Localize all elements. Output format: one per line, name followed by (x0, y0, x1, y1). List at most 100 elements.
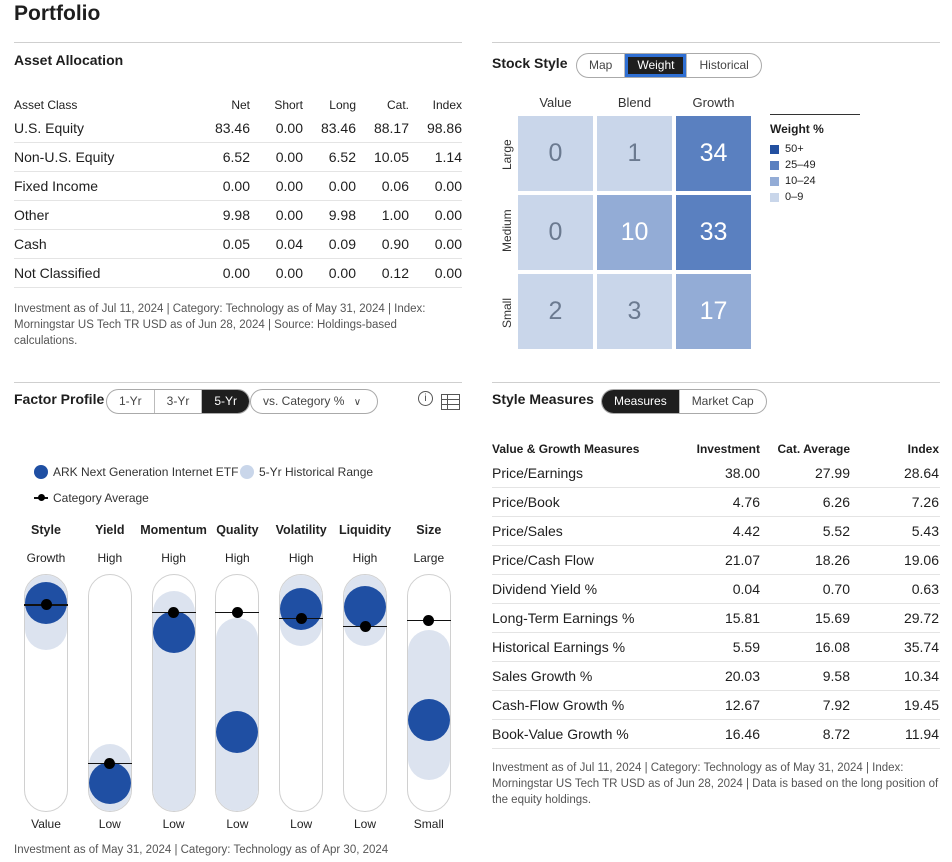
column-header: Asset Class (14, 98, 78, 112)
style-row-large: Large (500, 139, 514, 170)
legend-label: 0–9 (785, 191, 804, 203)
table-cell: 6.26 (822, 494, 850, 510)
legend-label: 10–24 (785, 175, 816, 187)
column-header: Index (432, 98, 462, 112)
category-average-marker (168, 607, 180, 619)
factor-momentum-bottom-label: Low (162, 817, 185, 831)
table-row: U.S. Equity 83.46 0.00 83.46 88.17 98.86 (14, 114, 462, 143)
factor-quality-bottom-label: Low (226, 817, 249, 831)
category-average-marker (104, 758, 116, 770)
table-cell: 0.00 (434, 265, 462, 281)
row-label: Price/Book (492, 494, 560, 510)
table-cell: 1.00 (381, 207, 409, 223)
table-cell: 4.76 (732, 494, 760, 510)
stock-style-toggle: Map Weight Historical (576, 53, 762, 78)
compare-dropdown-label: vs. Category % (263, 394, 345, 408)
table-cell: 4.42 (732, 523, 760, 539)
fund-legend-label: ARK Next Generation Internet ETF (53, 465, 239, 479)
legend-label: 50+ (785, 143, 804, 155)
row-label: Fixed Income (14, 178, 99, 194)
row-label: Other (14, 207, 50, 223)
row-label: Non-U.S. Equity (14, 149, 115, 165)
table-view-icon[interactable] (441, 394, 460, 415)
factor-momentum-label: Momentum (140, 523, 207, 537)
factor-yield-track (78, 574, 142, 812)
row-label: Historical Earnings % (492, 639, 626, 655)
table-row: Historical Earnings % 5.59 16.08 35.74 (492, 633, 940, 662)
legend-swatch (770, 192, 779, 202)
factor-profile-title: Factor Profile (14, 391, 105, 407)
legend-swatch (770, 160, 779, 170)
factor-style-track (14, 574, 78, 812)
divider (492, 382, 940, 383)
table-cell: 7.92 (822, 697, 850, 713)
tab-weight[interactable]: Weight (625, 54, 688, 77)
table-cell: 6.52 (328, 149, 356, 165)
style-cell: 0 (518, 195, 593, 270)
style-cell: 2 (518, 274, 593, 349)
table-cell: 5.52 (822, 523, 850, 539)
table-cell: 0.63 (911, 581, 939, 597)
fund-marker (344, 585, 386, 628)
factor-size-bottom-label: Small (413, 817, 444, 831)
factor-style-bottom-label: Value (31, 817, 61, 831)
table-cell: 35.74 (903, 639, 939, 655)
category-legend-dot (37, 494, 45, 501)
table-header-row: Value & Growth Measures Investment Cat. Av… (492, 439, 940, 459)
divider (14, 382, 462, 383)
table-cell: 18.26 (814, 552, 850, 568)
range-legend-label: 5-Yr Historical Range (259, 465, 374, 479)
table-cell: 19.45 (903, 697, 939, 713)
factor-yield-top-label: High (97, 551, 123, 565)
factor-yield-bottom-label: Low (98, 817, 121, 831)
compare-dropdown[interactable]: vs. Category % ∨ (250, 389, 379, 414)
tab-historical[interactable]: Historical (699, 58, 749, 72)
row-label: Price/Sales (492, 523, 563, 539)
period-1-yr[interactable]: 1-Yr (107, 390, 155, 413)
factor-momentum-top-label: High (161, 551, 186, 565)
table-cell: 15.81 (724, 610, 760, 626)
weight-legend: 50+ 25–49 10–24 0–9 (770, 141, 816, 205)
row-label: Book-Value Growth % (492, 726, 629, 742)
table-cell: 12.67 (724, 697, 760, 713)
factor-liquidity-label: Liquidity (338, 523, 392, 537)
table-row: Price/Book 4.76 6.26 7.26 (492, 488, 940, 517)
style-cell: 33 (676, 195, 751, 270)
table-cell: 83.46 (320, 120, 356, 136)
table-cell: 16.08 (814, 639, 850, 655)
table-row: Dividend Yield % 0.04 0.70 0.63 (492, 575, 940, 604)
period-3-yr[interactable]: 3-Yr (155, 390, 203, 413)
table-cell: 8.72 (822, 726, 850, 742)
table-row: Book-Value Growth % 16.46 8.72 11.94 (492, 720, 940, 749)
table-cell: 27.99 (814, 465, 850, 481)
period-5-yr[interactable]: 5-Yr (202, 390, 250, 413)
factor-volatility-track (269, 574, 333, 812)
row-label: Price/Earnings (492, 465, 584, 481)
column-header: Long (329, 98, 356, 112)
table-row: Sales Growth % 20.03 9.58 10.34 (492, 662, 940, 691)
tab-map[interactable]: Map (577, 54, 626, 77)
table-cell: 16.46 (724, 726, 760, 742)
table-cell: 9.58 (822, 668, 850, 684)
table-row: Not Classified 0.00 0.00 0.00 0.12 0.00 (14, 259, 462, 288)
row-label: Price/Cash Flow (492, 552, 594, 568)
table-cell: 0.00 (275, 207, 303, 223)
factor-quality-track (205, 574, 269, 812)
table-row: Cash 0.05 0.04 0.09 0.90 0.00 (14, 230, 462, 259)
table-cell: 9.98 (328, 207, 356, 223)
info-icon[interactable]: i (418, 391, 433, 406)
factor-quality-top-label: High (225, 551, 250, 565)
table-cell: 88.17 (373, 120, 409, 136)
table-cell: 38.00 (724, 465, 760, 481)
tab-market-cap[interactable]: Market Cap (691, 394, 754, 408)
period-toggle: 1-Yr 3-Yr 5-Yr (106, 389, 251, 414)
weight-legend-item: 25–49 (770, 157, 816, 173)
factor-volatility-label: Volatility (275, 523, 327, 537)
table-cell: 1.14 (434, 149, 462, 165)
table-cell: 0.00 (275, 120, 303, 136)
table-row: Non-U.S. Equity 6.52 0.00 6.52 10.05 1.14 (14, 143, 462, 172)
tab-measures[interactable]: Measures (602, 390, 680, 413)
divider (14, 42, 462, 43)
style-column-growth: Growth (692, 95, 735, 110)
row-label: Cash-Flow Growth % (492, 697, 625, 713)
